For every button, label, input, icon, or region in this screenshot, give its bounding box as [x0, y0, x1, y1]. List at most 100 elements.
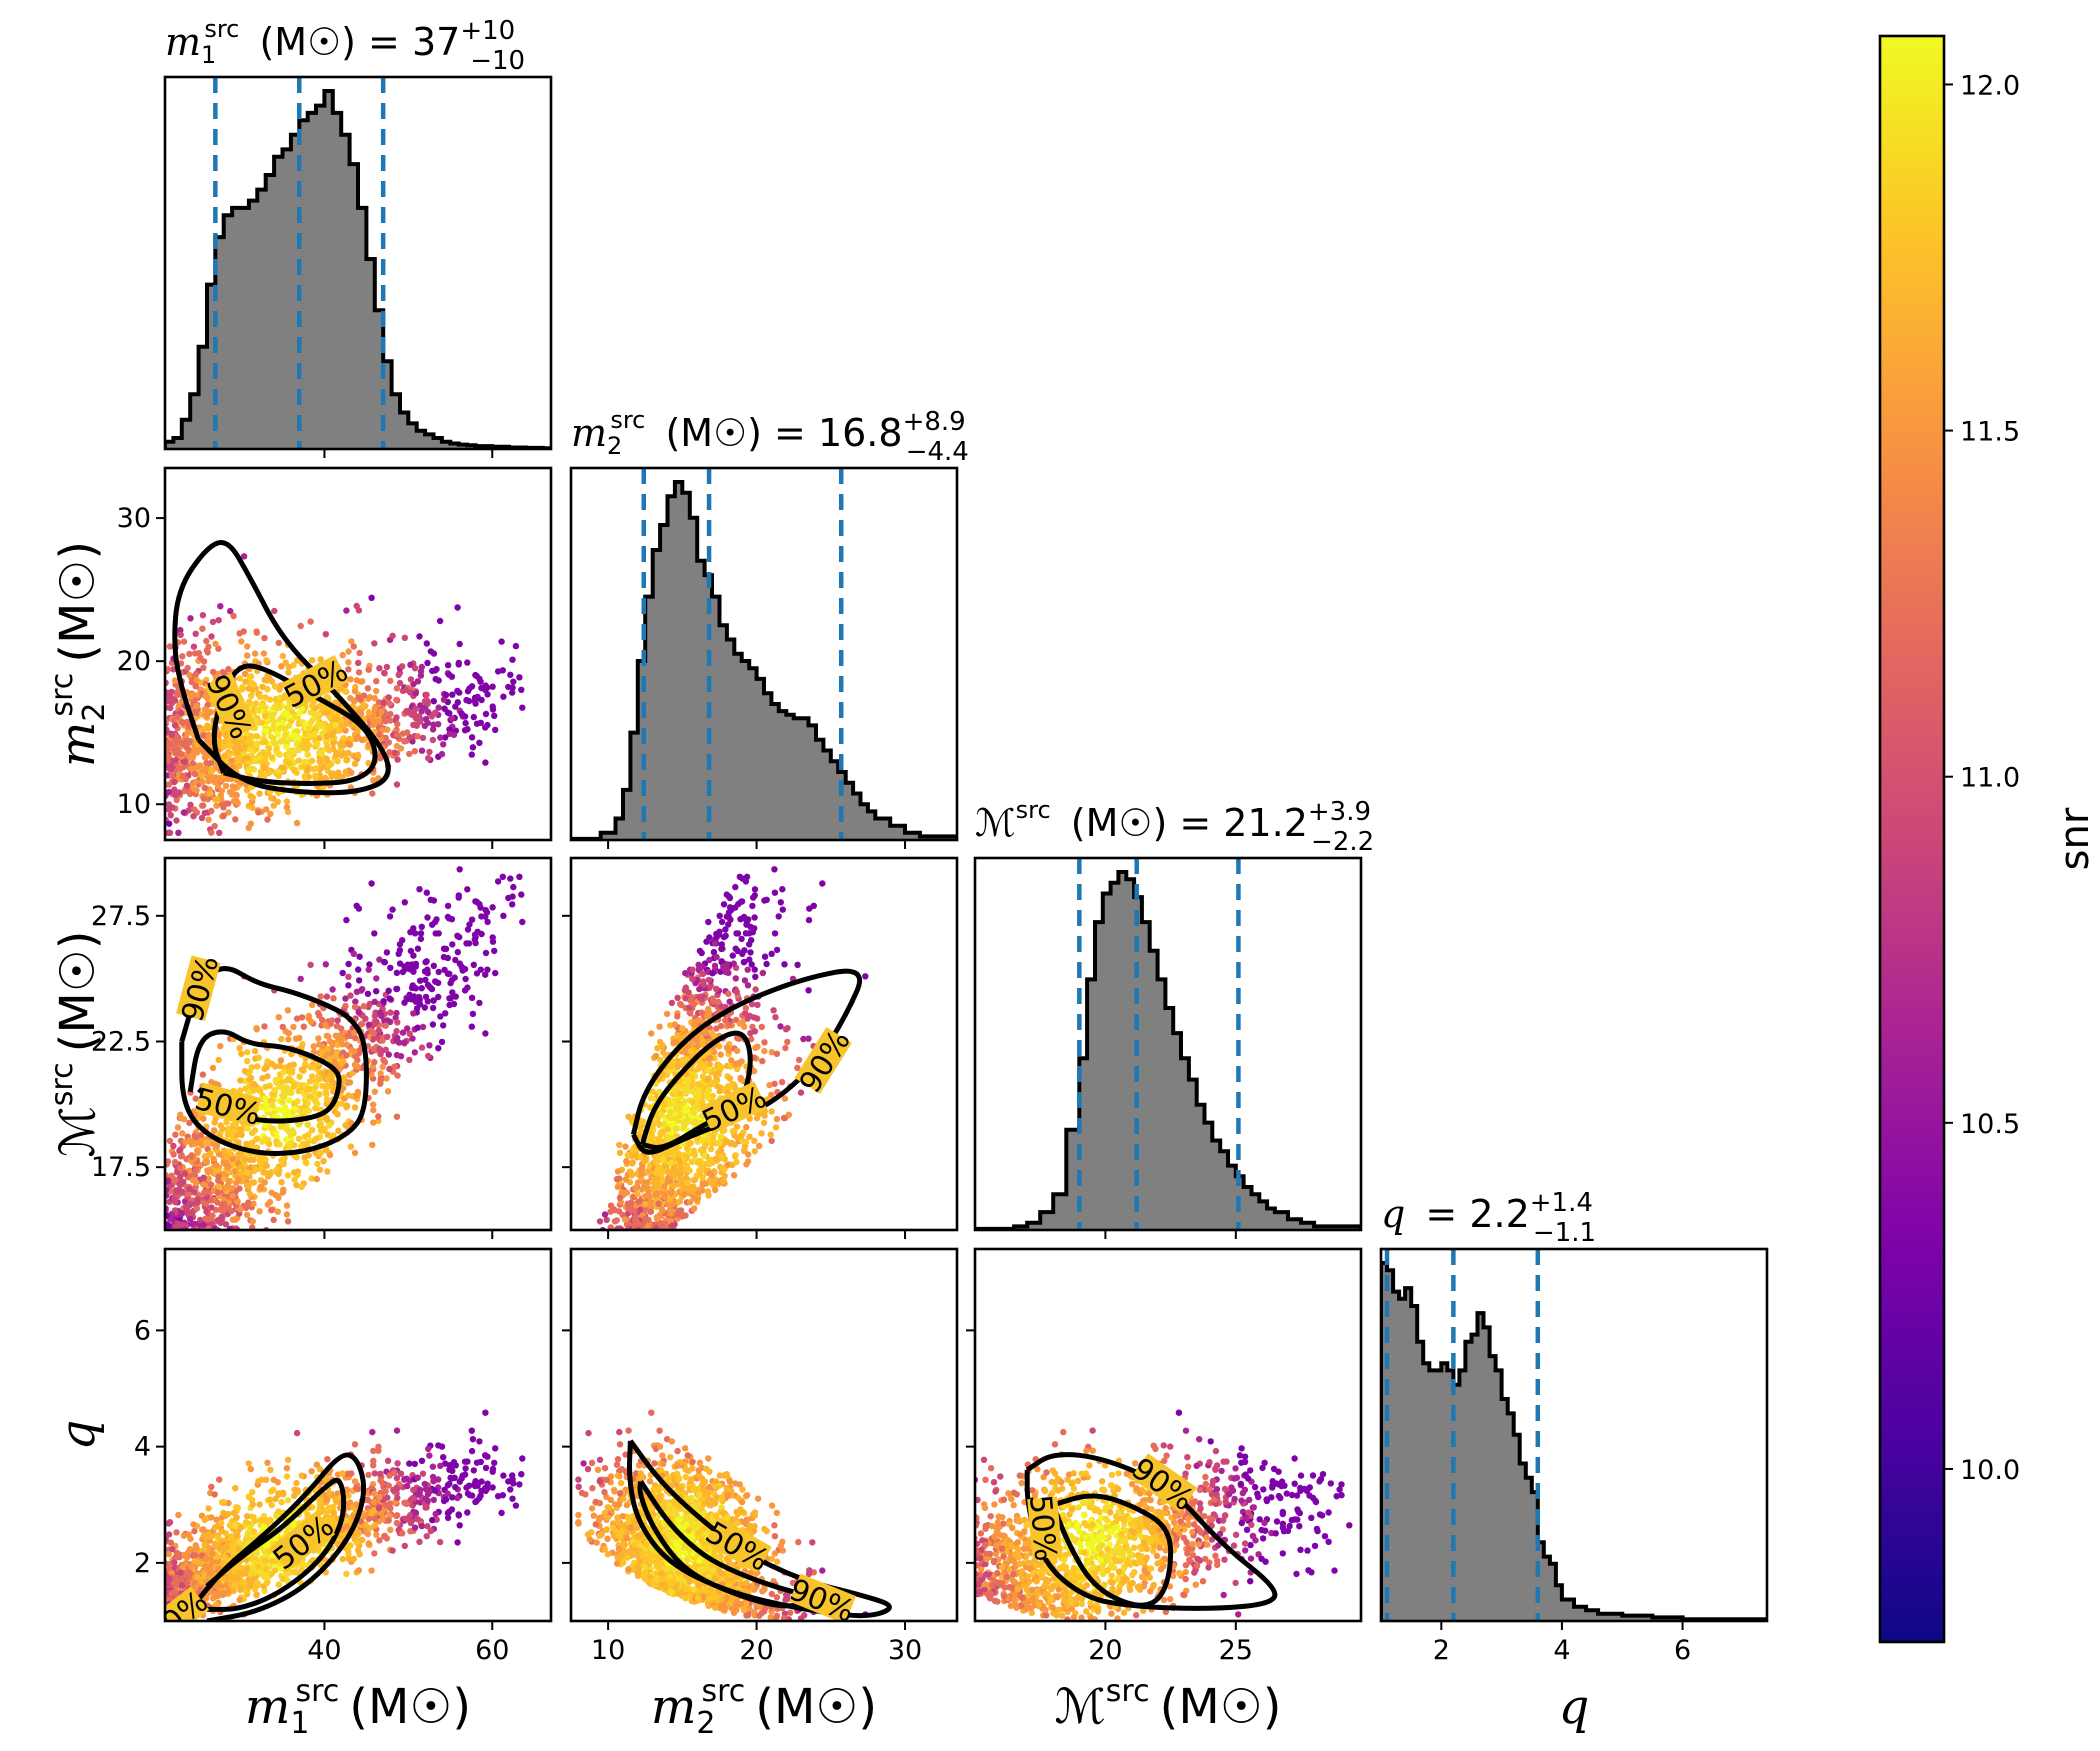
scatter-point — [642, 1238, 648, 1244]
scatter-point — [706, 1060, 713, 1068]
scatter-point — [683, 1145, 691, 1152]
scatter-point — [684, 1179, 691, 1187]
scatter-point — [165, 747, 171, 754]
scatter-point — [706, 1158, 714, 1165]
scatter-point — [380, 699, 387, 706]
scatter-point — [647, 1236, 653, 1242]
scatter-point — [698, 1009, 705, 1016]
scatter-point — [661, 1231, 667, 1237]
scatter-point — [326, 1151, 334, 1159]
scatter-point — [632, 1184, 639, 1192]
scatter-point — [173, 1236, 179, 1242]
scatter-point — [268, 754, 276, 761]
scatter-point — [218, 1242, 224, 1248]
scatter-point — [691, 1022, 698, 1029]
scatter-point — [226, 1169, 234, 1176]
scatter-point — [263, 657, 270, 664]
scatter-point — [576, 1295, 582, 1301]
scatter-point — [166, 1312, 172, 1318]
scatter-point — [308, 702, 316, 709]
scatter-point — [427, 896, 434, 903]
scatter-point — [381, 1017, 388, 1024]
scatter-point — [323, 693, 330, 701]
scatter-point — [518, 686, 525, 693]
scatter-point — [192, 1095, 199, 1102]
scatter-point — [184, 664, 191, 672]
scatter-point — [204, 1167, 211, 1174]
scatter-point — [196, 1235, 202, 1241]
scatter-point — [253, 733, 260, 740]
scatter-point — [235, 1176, 242, 1183]
scatter-point — [626, 1240, 632, 1246]
scatter-point — [366, 1000, 373, 1008]
scatter-point — [203, 1158, 211, 1165]
scatter-point — [235, 1236, 241, 1242]
scatter-point — [681, 1190, 688, 1198]
scatter-point — [203, 637, 210, 645]
scatter-point — [314, 741, 321, 748]
scatter-point — [253, 1026, 260, 1033]
scatter-point — [754, 1001, 761, 1009]
scatter-point — [429, 667, 436, 675]
scatter-point — [401, 737, 408, 744]
scatter-point — [699, 1174, 706, 1181]
scatter-point — [772, 1014, 779, 1021]
scatter-point — [442, 945, 450, 953]
scatter-point — [726, 998, 733, 1005]
scatter-point — [179, 1130, 186, 1137]
scatter-point — [394, 1019, 401, 1026]
scatter-point — [323, 1096, 331, 1103]
scatter-point — [228, 1185, 235, 1192]
scatter-point — [658, 1128, 666, 1135]
scatter-point — [376, 1045, 383, 1053]
scatter-point — [648, 1030, 655, 1037]
scatter-point — [647, 1094, 654, 1102]
scatter-point — [284, 808, 292, 816]
scatter-point — [180, 638, 188, 645]
scatter-point — [381, 669, 388, 677]
scatter-point — [682, 995, 689, 1002]
scatter-point — [742, 930, 750, 937]
scatter-point — [701, 1152, 708, 1159]
scatter-point — [649, 1237, 655, 1243]
scatter-point — [291, 1176, 298, 1183]
scatter-point — [575, 1324, 581, 1330]
scatter-point — [429, 1004, 437, 1012]
scatter-point — [335, 769, 342, 776]
scatter-point — [177, 631, 184, 638]
scatter-point — [454, 821, 460, 827]
scatter-point — [345, 648, 352, 655]
scatter-point — [382, 1022, 389, 1029]
scatter-point — [482, 724, 489, 731]
scatter-point — [653, 1159, 660, 1166]
scatter-point — [255, 706, 262, 714]
scatter-point — [636, 1231, 642, 1237]
scatter-point — [637, 1119, 644, 1127]
scatter-point — [307, 618, 314, 625]
scatter-point — [377, 1070, 384, 1077]
scatter-point — [164, 1242, 170, 1248]
scatter-point — [412, 690, 419, 697]
scatter-point — [213, 1162, 220, 1169]
scatter-point — [285, 669, 292, 676]
scatter-point — [262, 1135, 269, 1143]
scatter-point — [345, 659, 352, 666]
scatter-point — [237, 1206, 244, 1213]
scatter-point — [677, 1166, 684, 1173]
scatter-point — [507, 671, 514, 678]
scatter-point — [199, 625, 206, 632]
scatter-point — [199, 1252, 205, 1258]
scatter-point — [351, 687, 359, 695]
scatter-point — [773, 1050, 781, 1058]
scatter-point — [213, 802, 220, 809]
scatter-point — [384, 1088, 392, 1095]
scatter-point — [706, 1170, 714, 1177]
scatter-point — [350, 1029, 358, 1036]
scatter-point — [723, 891, 730, 898]
scatter-point — [263, 806, 270, 813]
scatter-point — [300, 763, 307, 770]
scatter-point — [202, 765, 209, 772]
scatter-point — [381, 958, 388, 966]
scatter-point — [237, 1077, 244, 1084]
scatter-point — [232, 816, 239, 823]
